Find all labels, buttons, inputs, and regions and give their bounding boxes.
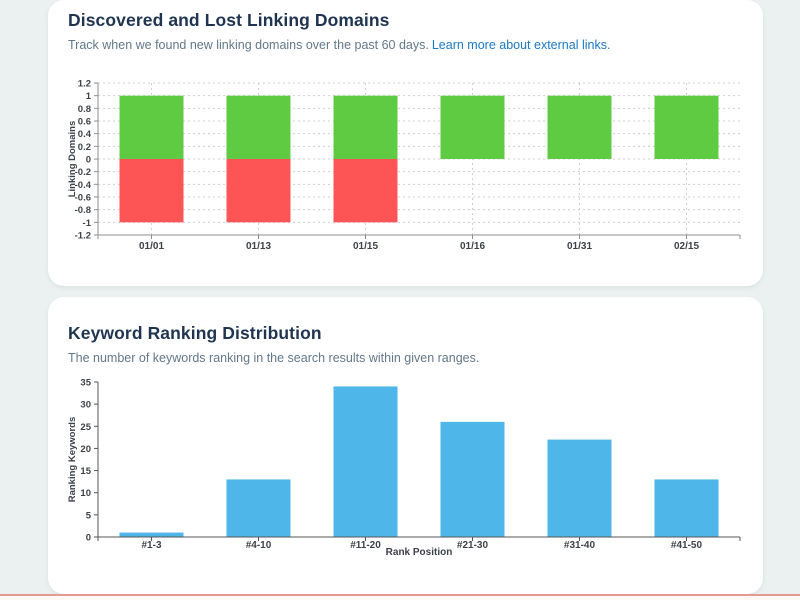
card-keyword-ranking: Keyword Ranking Distribution The number … — [48, 297, 763, 594]
svg-text:1.2: 1.2 — [78, 79, 91, 90]
svg-text:10: 10 — [80, 488, 91, 499]
svg-text:0.4: 0.4 — [78, 129, 92, 140]
svg-text:20: 20 — [80, 444, 91, 455]
svg-text:#4-10: #4-10 — [246, 540, 272, 551]
svg-text:0.8: 0.8 — [78, 104, 91, 115]
card-linking-domains: Discovered and Lost Linking Domains Trac… — [48, 0, 763, 286]
linking-domains-subtitle: Track when we found new linking domains … — [68, 38, 610, 52]
keyword-ranking-subtitle: The number of keywords ranking in the se… — [68, 351, 479, 365]
svg-text:-0.4: -0.4 — [75, 180, 92, 191]
external-links-link[interactable]: Learn more about external links. — [431, 38, 611, 52]
svg-text:5: 5 — [86, 510, 92, 521]
svg-text:Rank Position: Rank Position — [386, 547, 453, 558]
svg-text:-1: -1 — [83, 218, 92, 229]
svg-text:-0.8: -0.8 — [75, 205, 91, 216]
keyword-ranking-title: Keyword Ranking Distribution — [68, 323, 322, 343]
svg-text:01/16: 01/16 — [460, 241, 485, 252]
svg-text:-0.2: -0.2 — [75, 167, 91, 178]
svg-text:#41-50: #41-50 — [671, 540, 703, 551]
svg-text:#21-30: #21-30 — [457, 540, 489, 551]
svg-text:-1.2: -1.2 — [75, 231, 91, 242]
subtitle-text: Track when we found new linking domains … — [68, 38, 429, 52]
svg-text:01/31: 01/31 — [567, 241, 592, 252]
svg-text:01/01: 01/01 — [139, 241, 164, 252]
svg-text:25: 25 — [80, 422, 91, 433]
svg-text:1: 1 — [86, 91, 92, 102]
svg-text:0: 0 — [86, 155, 91, 166]
linking-domains-chart: -1.2 -1 -0.8-0.6 -0.4 -0.20 0.2 0.40.6 0.8 11.2 0… — [67, 79, 741, 252]
svg-text:30: 30 — [80, 400, 91, 411]
svg-text:0.6: 0.6 — [78, 117, 91, 128]
svg-text:15: 15 — [80, 466, 91, 477]
subtitle-text: The number of keywords ranking in the se… — [68, 351, 480, 365]
keyword-ranking-chart: 0 5 10 15 20 25 30 35 #1-3 #4-10 #11-20 #21-30 #31-4… — [67, 378, 741, 558]
svg-text:-0.6: -0.6 — [75, 193, 91, 204]
next-section-top-edge — [0, 594, 800, 600]
linking-domains-title: Discovered and Lost Linking Domains — [68, 10, 390, 30]
svg-text:02/15: 02/15 — [674, 241, 699, 252]
svg-text:35: 35 — [80, 378, 91, 389]
svg-text:Linking Domains: Linking Domains — [67, 121, 78, 198]
svg-text:Ranking Keywords: Ranking Keywords — [67, 417, 78, 503]
svg-text:#1-3: #1-3 — [141, 540, 161, 551]
svg-text:0: 0 — [86, 533, 91, 544]
svg-text:#31-40: #31-40 — [564, 540, 596, 551]
svg-text:0.2: 0.2 — [78, 142, 91, 153]
svg-text:01/13: 01/13 — [246, 241, 271, 252]
svg-text:#11-20: #11-20 — [350, 540, 381, 551]
svg-text:01/15: 01/15 — [353, 241, 378, 252]
